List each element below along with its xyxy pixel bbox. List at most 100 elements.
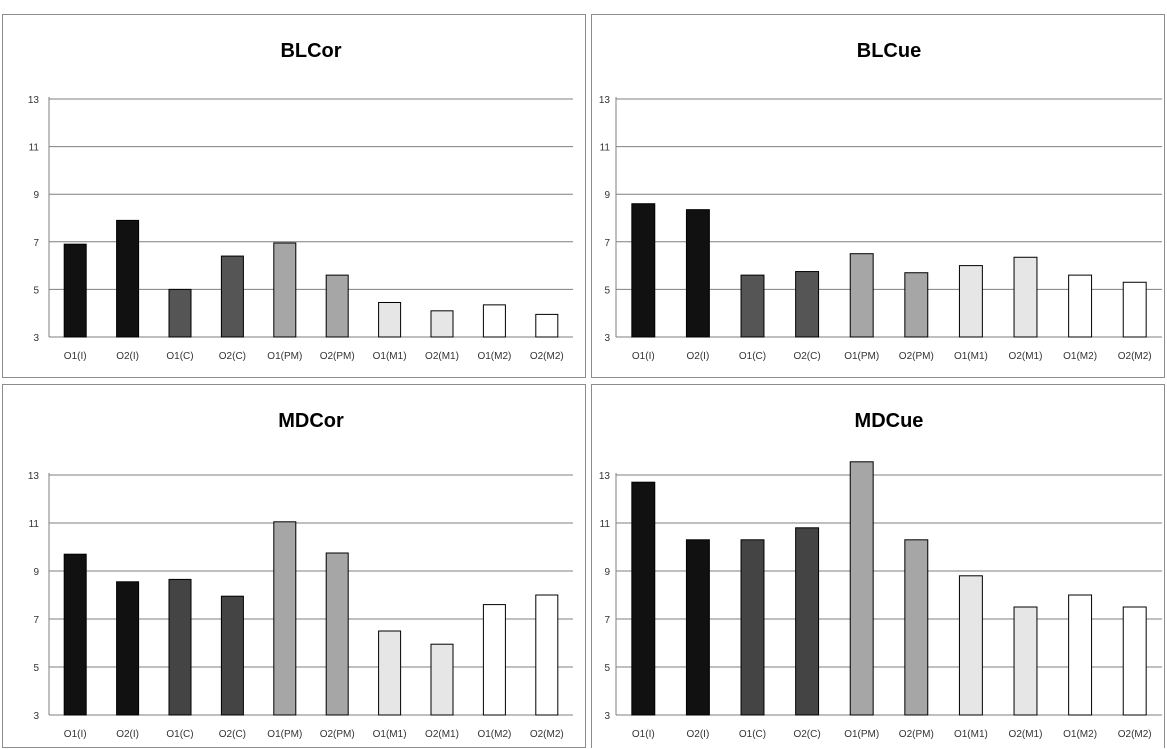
bar <box>273 242 297 338</box>
x-category-label: O2(C) <box>219 351 246 362</box>
bar <box>220 595 244 716</box>
y-tick-label: 3 <box>604 333 610 344</box>
bar <box>1068 594 1093 716</box>
chart-title: MDCor <box>278 410 344 432</box>
bar <box>63 553 87 716</box>
x-category-label: O2(PM) <box>899 351 934 362</box>
y-tick-label: 3 <box>604 711 610 722</box>
bar <box>273 521 297 716</box>
x-category-label: O1(I) <box>632 351 655 362</box>
x-category-label: O1(M1) <box>954 729 988 740</box>
chart-svg: BLCor 3 5 7 9 11 13 O1(I) O2(I) O1(C) O2(C) O1(PM) O… <box>28 40 573 362</box>
y-tick-label: 3 <box>33 711 39 722</box>
y-tick-label: 13 <box>28 95 40 106</box>
y-tick-label: 11 <box>600 143 611 154</box>
bar <box>168 288 192 338</box>
y-tick-label: 5 <box>33 285 39 296</box>
chart-title: MDCue <box>855 410 924 432</box>
bar <box>482 604 506 716</box>
bar <box>958 265 983 338</box>
y-tick-label: 11 <box>29 519 40 530</box>
x-category-label: O1(C) <box>166 729 193 740</box>
x-category-label: O1(M2) <box>1063 729 1097 740</box>
chart-svg: MDCue 3 5 7 9 11 13 O1(I) O2(I) O1(C) O2(C) O1(PM) O… <box>599 410 1162 740</box>
x-category-label: O1(M2) <box>477 351 511 362</box>
x-category-label: O2(M1) <box>425 729 459 740</box>
bar <box>220 255 244 338</box>
y-tick-label: 5 <box>604 663 610 674</box>
x-category-label: O1(PM) <box>844 729 879 740</box>
bar <box>116 219 140 338</box>
bar <box>795 271 820 338</box>
bar <box>631 203 656 338</box>
y-tick-label: 7 <box>33 615 39 626</box>
x-category-label: O2(C) <box>219 729 246 740</box>
x-category-label: O2(M2) <box>530 729 564 740</box>
bar <box>849 461 874 716</box>
chart-svg: MDCor 3 5 7 9 11 13 O1(I) O2(I) O1(C) O2(C) O1(PM) O… <box>28 410 573 740</box>
x-category-label: O2(M1) <box>1009 351 1043 362</box>
x-category-label: O1(M1) <box>954 351 988 362</box>
x-category-label: O2(C) <box>793 351 820 362</box>
chart-panel-blcue: BLCue 3 5 7 9 11 13 O1(I) O2(I) O1(C) O2(C) O1(PM) O… <box>591 14 1165 378</box>
bar <box>1068 274 1093 338</box>
x-category-label: O1(M1) <box>373 729 407 740</box>
chart-title: BLCor <box>280 40 341 62</box>
x-category-label: O2(PM) <box>320 351 355 362</box>
x-category-label: O2(M2) <box>1118 351 1152 362</box>
bar <box>849 253 874 338</box>
x-category-label: O1(C) <box>166 351 193 362</box>
x-category-label: O2(M2) <box>530 351 564 362</box>
x-category-label: O1(M1) <box>373 351 407 362</box>
y-tick-label: 13 <box>28 471 40 482</box>
bar <box>482 304 506 338</box>
y-tick-label: 9 <box>604 567 610 578</box>
x-category-label: O1(I) <box>64 729 87 740</box>
bar <box>904 272 929 338</box>
x-category-label: O1(PM) <box>844 351 879 362</box>
y-tick-label: 13 <box>599 95 611 106</box>
bar <box>325 552 349 716</box>
y-tick-label: 7 <box>33 238 39 249</box>
bar <box>1013 606 1038 716</box>
bar <box>430 310 454 338</box>
x-category-label: O1(I) <box>632 729 655 740</box>
y-tick-label: 9 <box>33 190 39 201</box>
bar <box>378 301 402 338</box>
bar <box>168 578 192 716</box>
bar <box>116 581 140 716</box>
y-tick-label: 5 <box>604 285 610 296</box>
y-tick-label: 11 <box>29 143 40 154</box>
bar <box>430 643 454 716</box>
x-category-label: O2(C) <box>793 729 820 740</box>
x-category-label: O1(PM) <box>267 351 302 362</box>
x-category-label: O1(C) <box>739 351 766 362</box>
bar <box>685 539 710 716</box>
x-category-label: O2(M2) <box>1118 729 1152 740</box>
x-category-label: O1(M2) <box>477 729 511 740</box>
x-category-label: O2(I) <box>116 351 139 362</box>
bar <box>1122 606 1147 716</box>
x-category-label: O2(I) <box>687 729 710 740</box>
x-category-label: O2(M1) <box>1009 729 1043 740</box>
y-tick-label: 7 <box>604 238 610 249</box>
bar <box>1122 281 1147 338</box>
x-category-label: O2(I) <box>687 351 710 362</box>
chart-svg: BLCue 3 5 7 9 11 13 O1(I) O2(I) O1(C) O2(C) O1(PM) O… <box>599 40 1162 362</box>
bar <box>958 575 983 716</box>
y-tick-label: 3 <box>33 333 39 344</box>
bar <box>685 209 710 338</box>
y-tick-label: 9 <box>33 567 39 578</box>
y-tick-label: 7 <box>604 615 610 626</box>
x-category-label: O2(I) <box>116 729 139 740</box>
bar <box>1013 256 1038 338</box>
x-category-label: O1(C) <box>739 729 766 740</box>
x-category-label: O1(I) <box>64 351 87 362</box>
x-category-label: O2(M1) <box>425 351 459 362</box>
y-tick-label: 9 <box>604 190 610 201</box>
x-category-label: O2(PM) <box>899 729 934 740</box>
x-category-label: O1(M2) <box>1063 351 1097 362</box>
y-tick-label: 13 <box>599 471 611 482</box>
bar <box>535 594 559 716</box>
bar <box>63 243 87 338</box>
